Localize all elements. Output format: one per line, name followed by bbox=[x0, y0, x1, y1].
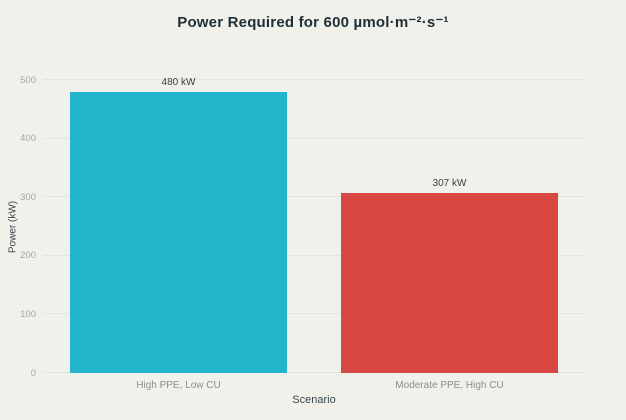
bar-group: 307 kW Moderate PPE, High CU bbox=[314, 80, 585, 391]
gridline bbox=[43, 79, 585, 80]
bar-value-label: 307 kW bbox=[432, 178, 467, 190]
bar-value-label: 480 kW bbox=[161, 76, 196, 88]
chart-title: Power Required for 600 µmol·m⁻²·s⁻¹ bbox=[177, 14, 449, 31]
y-tick-label: 500 bbox=[20, 74, 36, 86]
x-tick-label: High PPE, Low CU bbox=[136, 380, 221, 391]
x-tick-label: Moderate PPE, High CU bbox=[395, 380, 504, 391]
x-axis-title: Scenario bbox=[292, 394, 336, 406]
y-tick-label: 400 bbox=[20, 132, 36, 144]
gridline bbox=[43, 313, 585, 315]
gridline bbox=[43, 372, 585, 373]
y-tick-label: 200 bbox=[20, 250, 36, 262]
bar-group: 480 kW High PPE, Low CU bbox=[43, 77, 314, 391]
gridline bbox=[43, 137, 585, 139]
gridline bbox=[43, 196, 585, 198]
y-tick-label: 300 bbox=[20, 191, 36, 203]
y-tick-label: 0 bbox=[30, 367, 36, 379]
bar: 307 kW bbox=[341, 178, 558, 373]
y-axis-ticks: 0 100 200 300 400 500 bbox=[0, 75, 36, 377]
gridline bbox=[43, 254, 585, 256]
y-tick-label: 100 bbox=[20, 308, 36, 320]
bar: 480 kW bbox=[70, 77, 287, 373]
plot-area: 480 kW High PPE, Low CU 307 kW Moderate PPE… bbox=[43, 77, 585, 391]
